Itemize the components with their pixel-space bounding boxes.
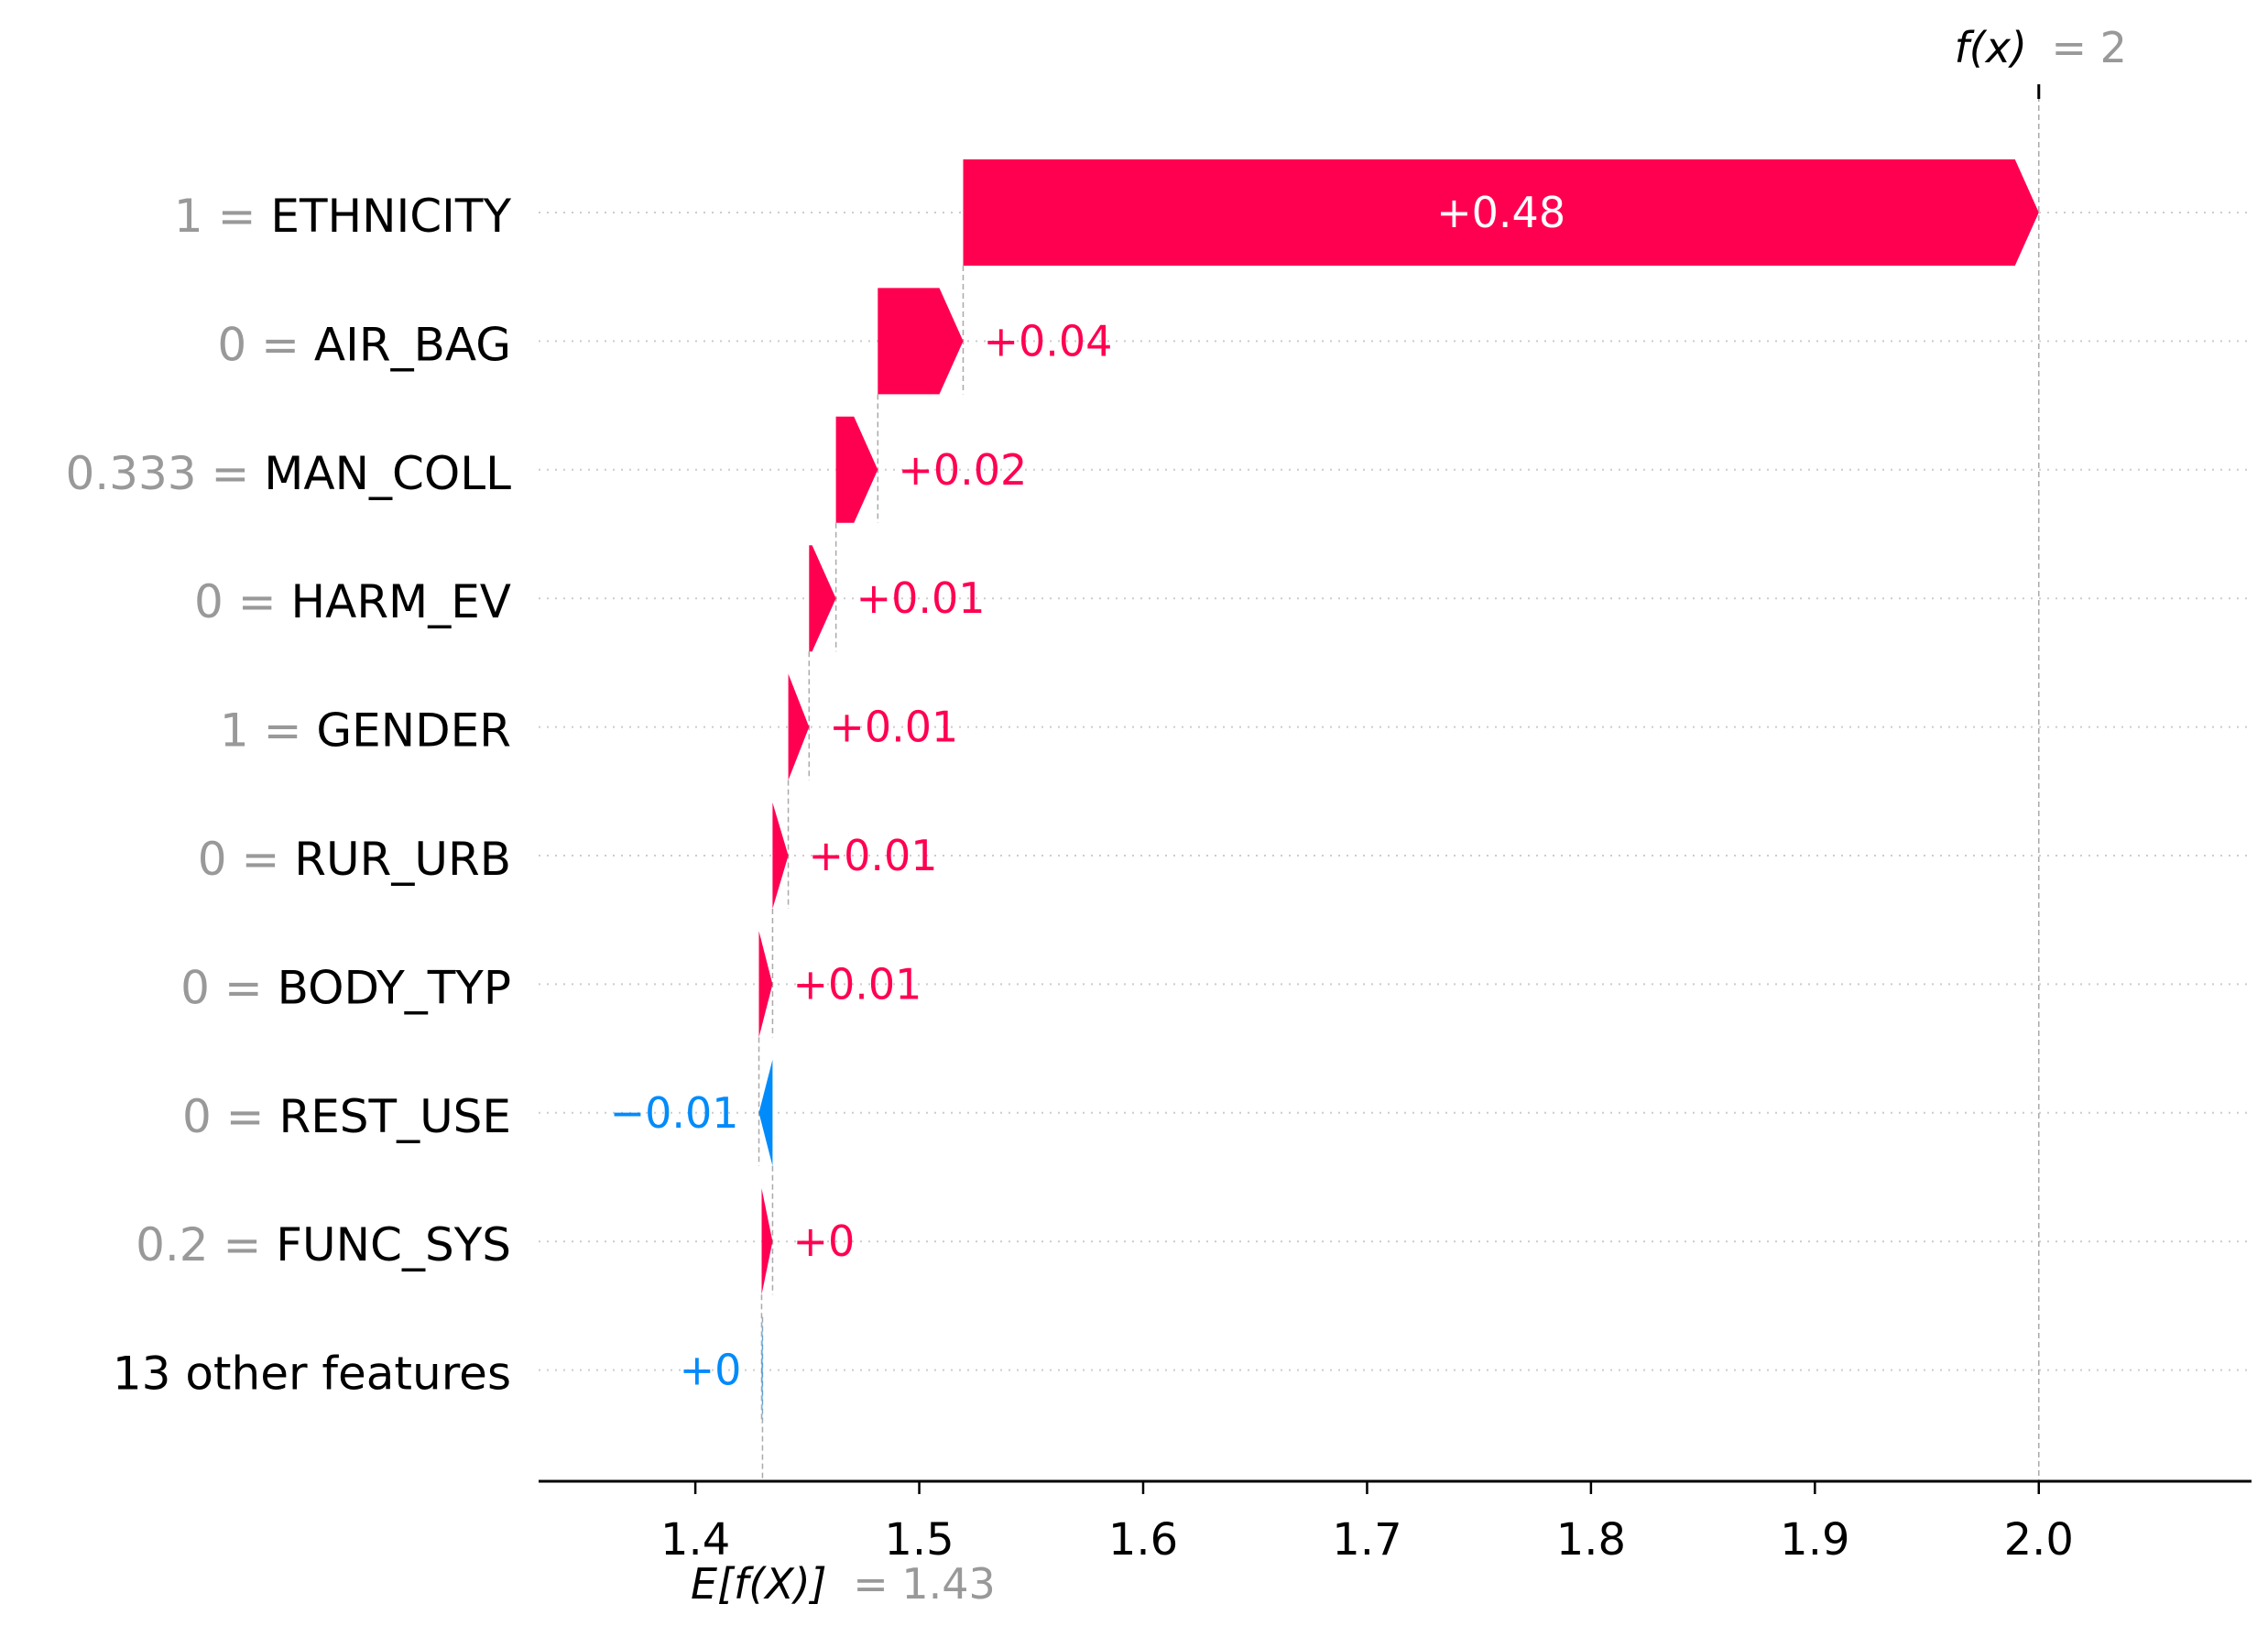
final-value-prefix: f(x) bbox=[1955, 23, 2027, 72]
contribution-bar bbox=[758, 931, 773, 1038]
contribution-value-label: +0.01 bbox=[809, 831, 938, 880]
feature-label: 1 = ETHNICITY bbox=[174, 190, 512, 243]
x-tick-label: 1.4 bbox=[660, 1514, 730, 1566]
feature-value: 1 = bbox=[174, 190, 271, 243]
x-tick-label: 1.5 bbox=[884, 1514, 954, 1566]
contribution-value-label: +0.01 bbox=[792, 959, 921, 1009]
feature-name: GENDER bbox=[316, 704, 511, 758]
feature-label: 0 = AIR_BAG bbox=[217, 318, 511, 371]
feature-name: MAN_COLL bbox=[264, 447, 511, 500]
contribution-value-label: +0 bbox=[680, 1346, 742, 1395]
feature-value: 0 = bbox=[180, 961, 278, 1014]
feature-label: 0.333 = MAN_COLL bbox=[65, 447, 511, 500]
feature-name: REST_USE bbox=[278, 1090, 511, 1143]
x-tick-label: 1.8 bbox=[1556, 1514, 1626, 1566]
feature-name: ETHNICITY bbox=[270, 190, 511, 243]
feature-name: HARM_EV bbox=[291, 575, 511, 628]
contribution-value-label: +0.01 bbox=[829, 703, 958, 752]
feature-name: BODY_TYP bbox=[278, 961, 511, 1014]
feature-label: 1 = GENDER bbox=[220, 704, 511, 758]
contribution-bar bbox=[758, 1059, 773, 1166]
feature-name: 13 other features bbox=[113, 1348, 511, 1401]
contribution-bar bbox=[788, 673, 810, 780]
feature-label: 0 = HARM_EV bbox=[194, 575, 511, 628]
contribution-value-label: −0.01 bbox=[610, 1088, 739, 1138]
feature-name: FUNC_SYS bbox=[276, 1218, 511, 1271]
feature-value: 0 = bbox=[182, 1090, 279, 1143]
contribution-value-label: +0.48 bbox=[1436, 188, 1565, 237]
x-tick-label: 1.6 bbox=[1108, 1514, 1178, 1566]
base-value-prefix: E[f(X)] bbox=[691, 1559, 827, 1609]
feature-name: RUR_URB bbox=[294, 833, 511, 886]
contribution-value-label: +0.04 bbox=[983, 316, 1112, 366]
contribution-bar bbox=[878, 288, 964, 395]
final-value-label: f(x) = 2 bbox=[1955, 23, 2127, 72]
x-tick-label: 1.9 bbox=[1780, 1514, 1849, 1566]
final-value-suffix: = 2 bbox=[2052, 23, 2127, 72]
contribution-bar bbox=[761, 1316, 763, 1424]
contribution-value-label: +0 bbox=[792, 1217, 855, 1266]
feature-value: 1 = bbox=[220, 704, 317, 758]
contribution-bar bbox=[809, 545, 836, 652]
row-gridlines bbox=[539, 212, 2252, 1371]
feature-value: 0.333 = bbox=[65, 447, 264, 500]
contribution-bar bbox=[761, 1188, 773, 1295]
x-axis: 1.4 1.5 1.6 1.7 1.8 1.9 2.0 bbox=[539, 1479, 2252, 1566]
feature-name: AIR_BAG bbox=[314, 318, 511, 371]
feature-label: 0 = REST_USE bbox=[182, 1090, 511, 1143]
contribution-labels: +0.48 +0.04 +0.02 +0.01 +0.01 +0.01 +0.01 −0.01… bbox=[610, 188, 1566, 1395]
feature-value: 0 = bbox=[217, 318, 314, 371]
x-tick-label: 1.7 bbox=[1332, 1514, 1401, 1566]
feature-label: 13 other features bbox=[113, 1348, 511, 1401]
contribution-bar bbox=[835, 416, 878, 523]
contribution-bar bbox=[963, 159, 2039, 266]
feature-value: 0 = bbox=[198, 833, 295, 886]
base-value-suffix: = 1.43 bbox=[853, 1559, 996, 1609]
contribution-bar bbox=[772, 802, 789, 909]
feature-value: 0.2 = bbox=[136, 1218, 276, 1271]
connector-lines bbox=[758, 84, 2041, 1481]
contribution-bars bbox=[758, 159, 2039, 1424]
feature-label: 0.2 = FUNC_SYS bbox=[136, 1218, 511, 1271]
contribution-value-label: +0.02 bbox=[898, 445, 1027, 495]
feature-label: 0 = RUR_URB bbox=[198, 833, 511, 886]
contribution-value-label: +0.01 bbox=[856, 573, 986, 623]
feature-label: 0 = BODY_TYP bbox=[180, 961, 511, 1014]
x-tick-label: 2.0 bbox=[2004, 1514, 2074, 1566]
base-value-label: E[f(X)] = 1.43 bbox=[691, 1559, 996, 1609]
feature-value: 0 = bbox=[194, 575, 291, 628]
feature-labels: 1 = ETHNICITY 0 = AIR_BAG 0.333 = MAN_COLL… bbox=[65, 190, 511, 1401]
